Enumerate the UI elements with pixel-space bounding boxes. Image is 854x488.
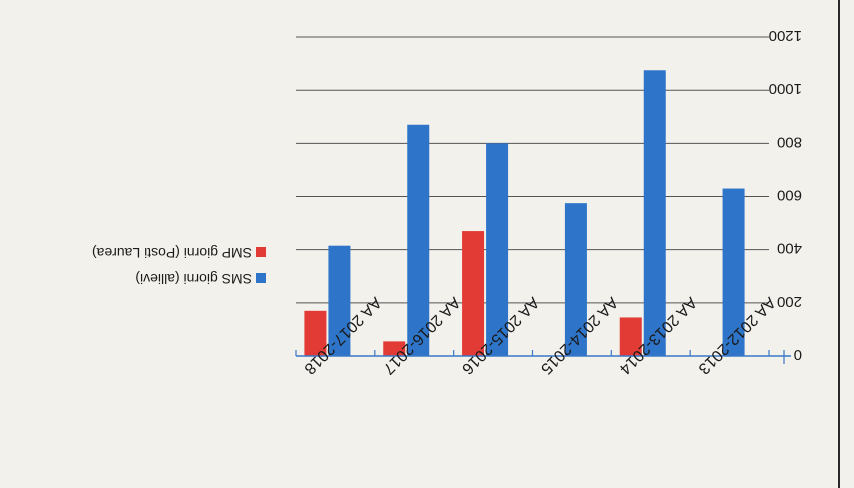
legend-label: SMP giorni (Posti Laurea): [92, 245, 252, 261]
legend-swatch: [256, 247, 266, 257]
y-tick-label: 1000: [769, 80, 802, 97]
y-tick-label: 1200: [769, 27, 802, 44]
y-tick-label: 800: [777, 133, 802, 150]
legend-swatch: [256, 273, 266, 283]
y-tick-label: 400: [777, 240, 802, 257]
y-tick-labels: 0 200 400 600 800 1000 1200: [769, 27, 802, 363]
y-tick-label: 200: [777, 293, 802, 310]
gridlines: [296, 37, 769, 303]
bar: [462, 231, 484, 356]
image-border: [838, 0, 840, 488]
y-tick-label: 0: [794, 346, 802, 363]
legend-label: SMS giorni (allievi): [135, 271, 252, 287]
y-tick-label: 600: [777, 187, 802, 204]
legend: SMS giorni (allievi) SMP giorni (Posti La…: [92, 245, 266, 287]
bar: [644, 70, 666, 356]
